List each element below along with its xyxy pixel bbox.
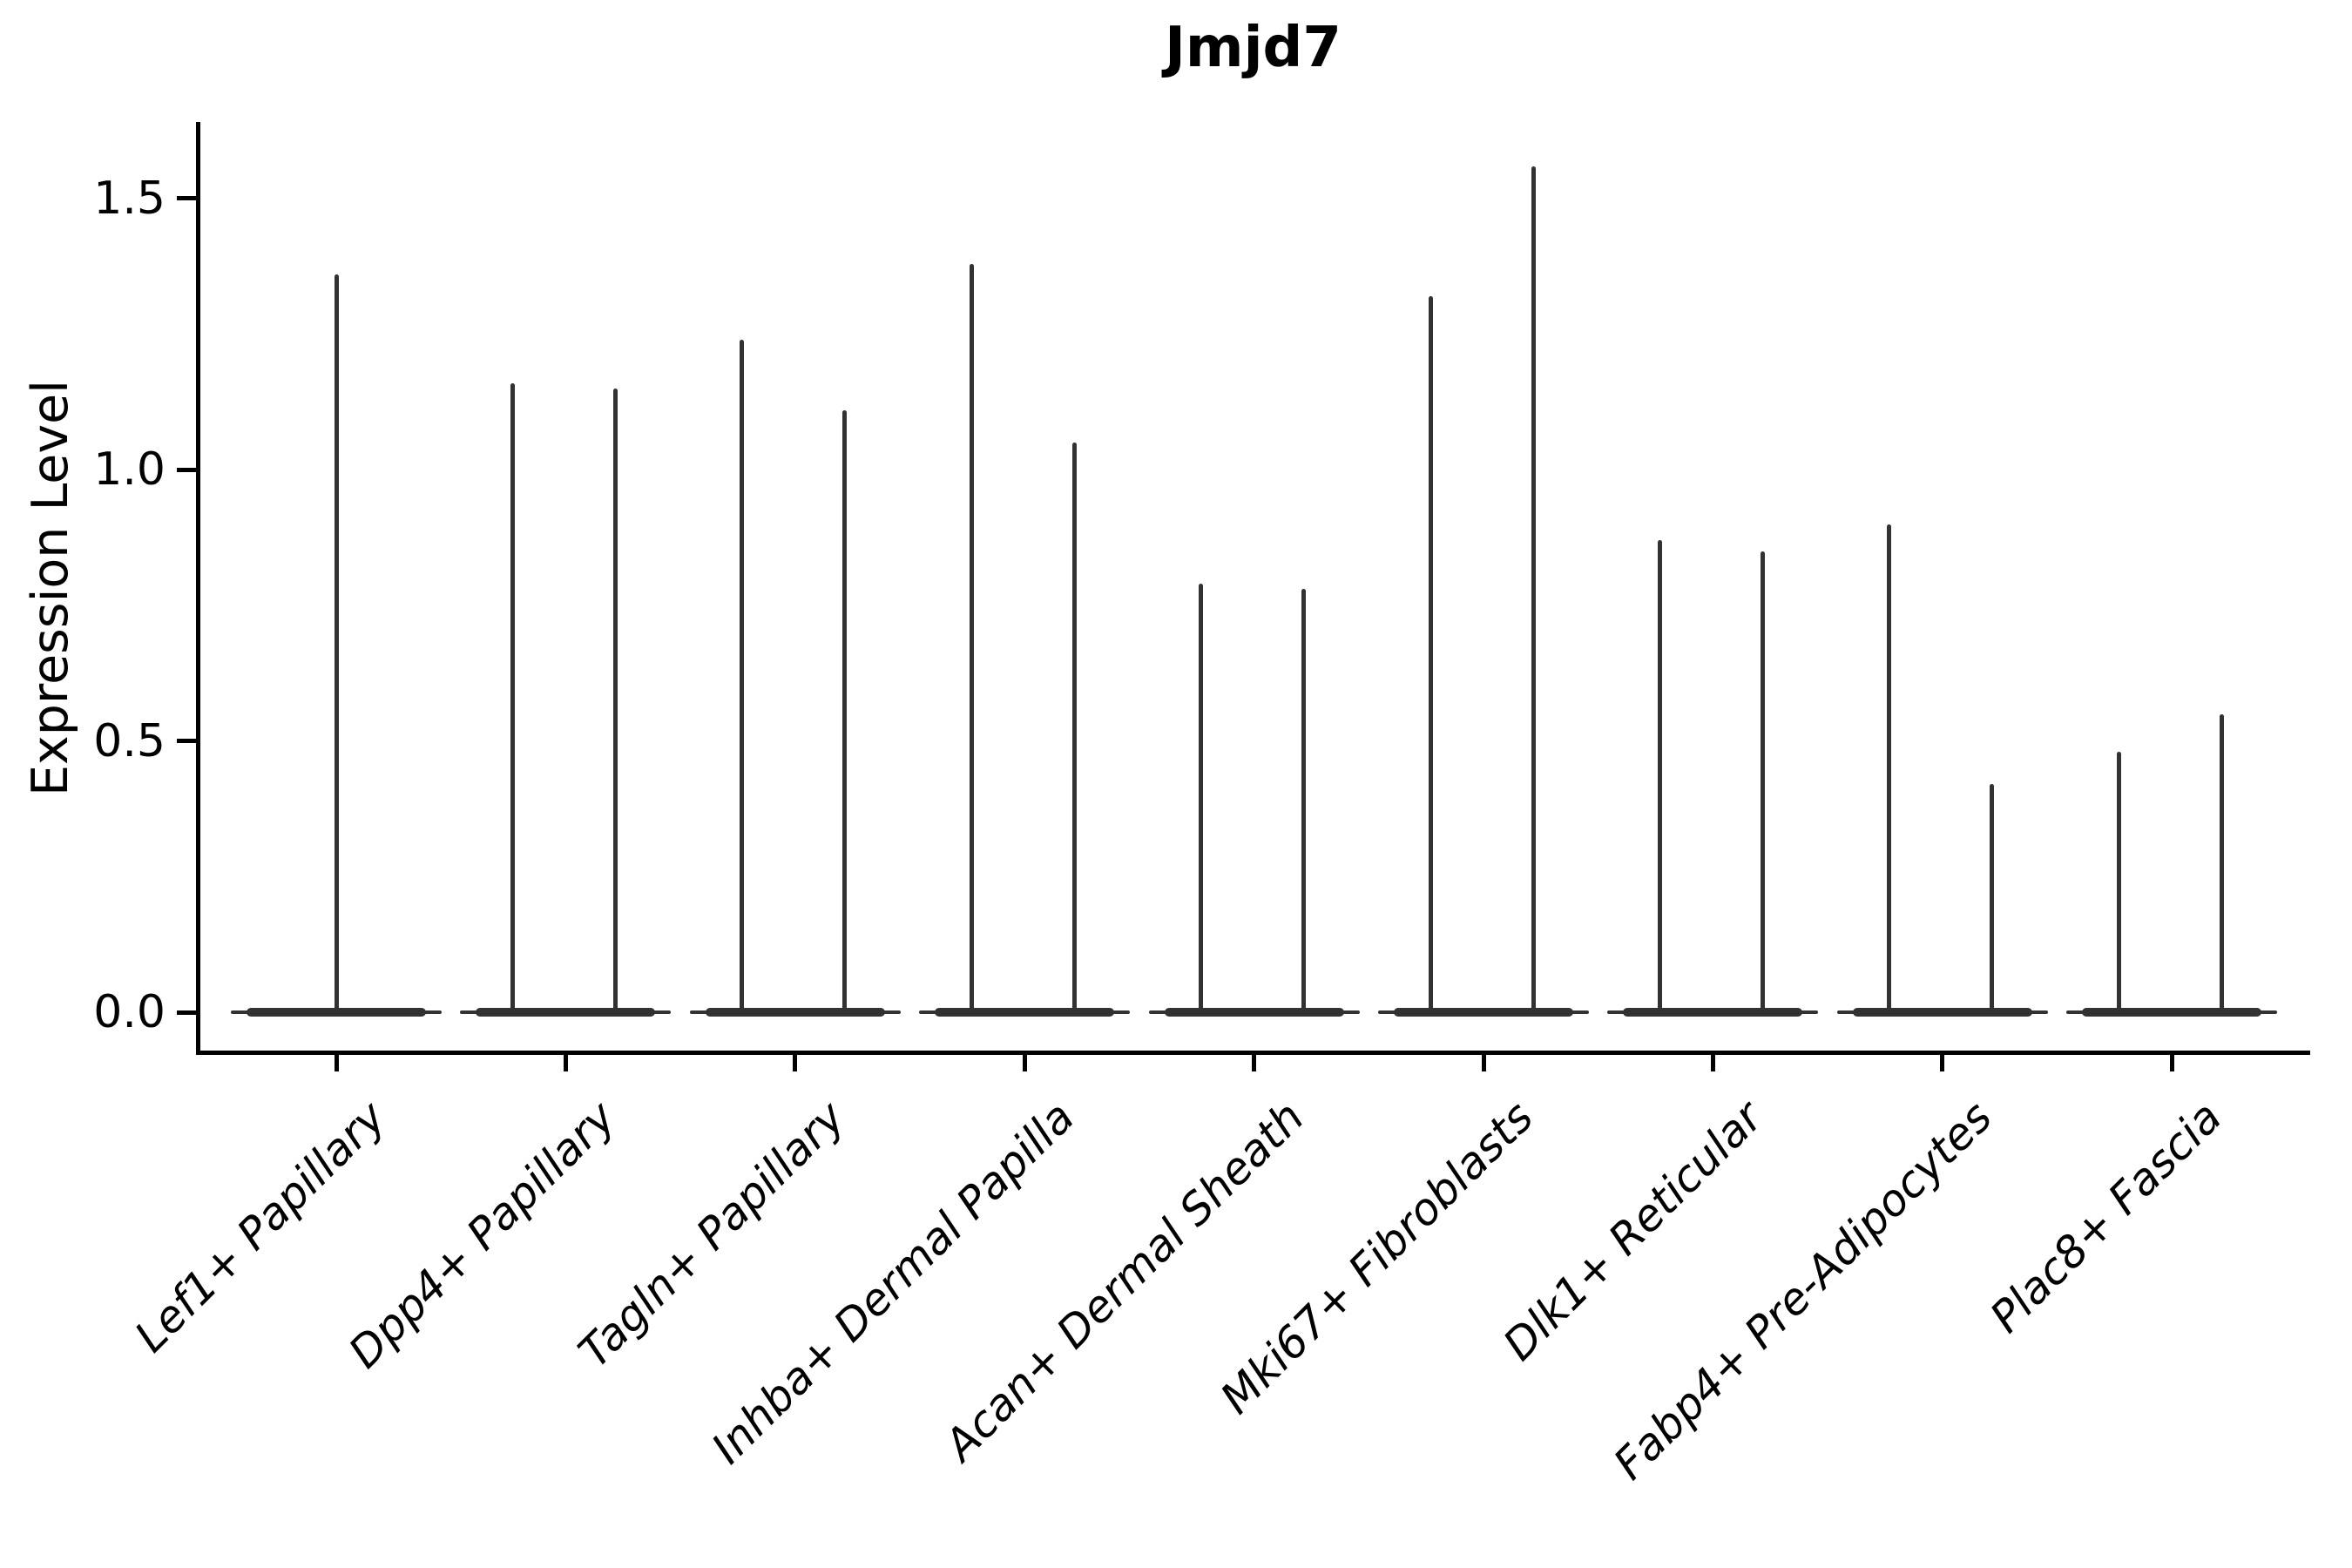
y-axis-tick-label: 0.0	[93, 986, 166, 1038]
x-axis-category-label: Dlk1+ Reticular	[1493, 1092, 1773, 1370]
violin-base-body	[2082, 1008, 2262, 1017]
violin-spike	[334, 274, 339, 1017]
y-axis-spine	[196, 122, 200, 1054]
violin-base-body	[476, 1008, 656, 1017]
violin-spike	[1887, 524, 1892, 1017]
x-axis-tick	[1481, 1054, 1486, 1071]
violin-spike	[2116, 752, 2121, 1017]
y-axis-tick	[177, 196, 199, 201]
x-axis-tick	[1252, 1054, 1257, 1071]
violin-base-body	[1164, 1008, 1344, 1017]
x-axis-spine	[196, 1051, 2310, 1055]
violin-spike	[1071, 443, 1077, 1017]
violin-spike	[1199, 584, 1204, 1017]
x-axis-tick	[1940, 1054, 1945, 1071]
y-axis-tick-label: 1.0	[93, 443, 166, 497]
x-axis-tick	[1710, 1054, 1715, 1071]
x-axis-category-label: Fabp4+ Pre-Adipocytes	[1604, 1092, 2002, 1490]
violin-spike	[1531, 166, 1536, 1017]
x-axis-category-label: Lef1+ Papillary	[125, 1092, 396, 1362]
violin-base-body	[1852, 1008, 2032, 1017]
violin-base-body	[705, 1008, 885, 1017]
x-axis-tick	[1022, 1054, 1027, 1071]
violin-base-body	[1394, 1008, 1573, 1017]
violin-spike	[2219, 713, 2224, 1017]
violin-spike	[740, 339, 745, 1017]
x-axis-tick	[334, 1054, 339, 1071]
chart-title: Jmjd7	[1165, 16, 1342, 80]
violin-spike	[1990, 784, 1995, 1017]
violin-base-body	[247, 1008, 426, 1017]
x-axis-tick	[563, 1054, 568, 1071]
violin-spike	[1301, 589, 1307, 1017]
y-axis-tick	[177, 739, 199, 744]
x-axis-category-label: Plac8+ Fascia	[1980, 1092, 2232, 1343]
y-axis-tick-label: 0.5	[93, 714, 166, 767]
violin-spike	[1760, 551, 1765, 1017]
x-axis-tick	[2169, 1054, 2174, 1071]
y-axis-tick	[177, 467, 199, 472]
violin-spike	[1428, 296, 1433, 1017]
violin-spike	[842, 409, 848, 1017]
violin-spike	[1657, 540, 1662, 1017]
y-axis-tick	[177, 1010, 199, 1015]
violin-base-body	[935, 1008, 1115, 1017]
x-axis-tick	[793, 1054, 798, 1071]
violin-spike	[969, 263, 974, 1017]
y-axis-tick-label: 1.5	[93, 172, 166, 225]
violin-spike	[612, 388, 618, 1017]
violin-spike	[510, 382, 515, 1017]
violin-base-body	[1623, 1008, 1803, 1017]
